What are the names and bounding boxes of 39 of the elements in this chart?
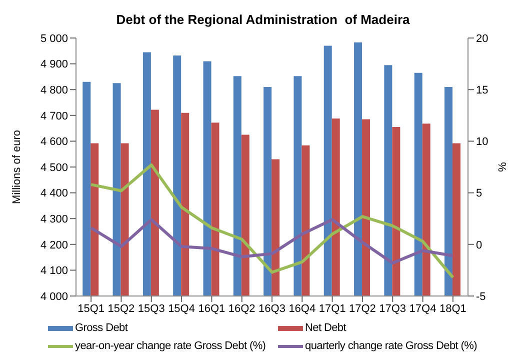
x-tick-label: 15Q4	[168, 302, 195, 315]
x-tick-label: 17Q4	[409, 302, 436, 315]
y-tick-label: 4 500	[40, 162, 68, 174]
legend-label: year-on-year change rate Gross Debt (%)	[75, 340, 266, 352]
y2-tick-label: -5	[476, 290, 486, 303]
legend-label: Net Debt	[305, 322, 346, 334]
y-tick-label: 4 000	[40, 290, 68, 303]
y-tick-label: 4 100	[40, 265, 68, 278]
x-tick-label: 18Q1	[439, 302, 466, 315]
y-tick-label: 5 000	[40, 32, 68, 45]
y2-tick-label: 20	[476, 32, 488, 45]
x-tick-label: 17Q1	[318, 302, 346, 315]
chart-title: Debt of the Regional Administration of Madeira	[115, 11, 411, 29]
y-tick-label: 4 600	[40, 136, 68, 148]
y2-tick-label: 10	[476, 136, 488, 148]
legend-label: quarterly change rate Gross Debt (%)	[305, 340, 478, 352]
y-tick-label: 4 400	[40, 188, 68, 200]
y-tick-label: 4 700	[40, 110, 68, 122]
y-axis-title: Millions of euro	[10, 130, 23, 204]
x-tick-label: 17Q3	[379, 302, 406, 315]
line-series	[90, 163, 454, 279]
x-tick-label: 16Q1	[198, 302, 226, 315]
x-tick-label: 15Q1	[78, 302, 105, 315]
x-tick-label: 17Q2	[349, 302, 376, 315]
y-tick-label: 4 800	[40, 84, 68, 97]
line-series	[90, 218, 454, 264]
x-tick-label: 15Q3	[138, 302, 165, 315]
y-tick-label: 4 200	[40, 239, 68, 252]
x-tick-label: 16Q2	[228, 302, 256, 315]
x-tick-label: 16Q3	[258, 302, 286, 315]
y2-tick-label: 5	[476, 188, 482, 200]
y2-tick-label: 0	[476, 239, 482, 252]
y-tick-label: 4 300	[40, 214, 68, 226]
x-tick-label: 15Q2	[108, 302, 135, 315]
y2-tick-label: 15	[476, 84, 488, 97]
legend-label: Gross Debt	[75, 322, 128, 334]
y-tick-label: 4 900	[40, 58, 68, 71]
x-tick-label: 16Q4	[288, 302, 316, 315]
y2-axis-title: %	[496, 162, 509, 172]
